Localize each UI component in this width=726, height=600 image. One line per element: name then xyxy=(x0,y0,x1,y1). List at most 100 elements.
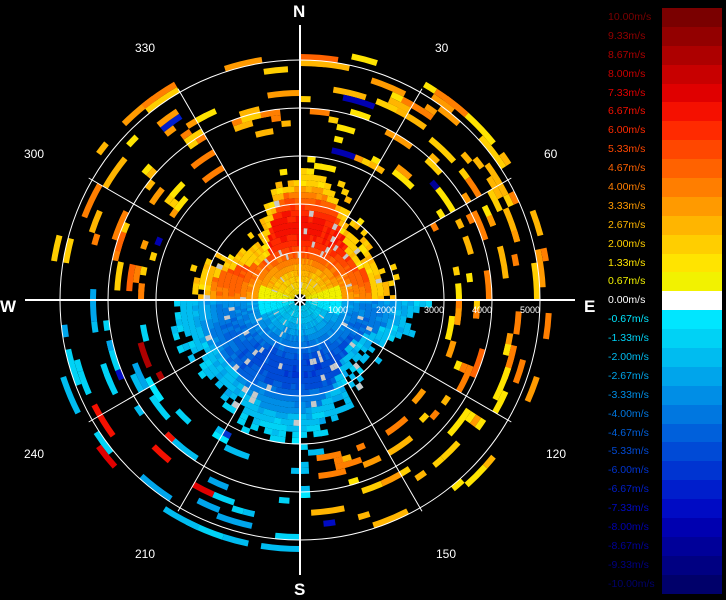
sparse-echo xyxy=(281,120,291,127)
velocity-bin xyxy=(296,288,299,295)
sparse-echo xyxy=(91,233,101,246)
velocity-bin xyxy=(293,270,297,277)
velocity-bin xyxy=(282,274,287,281)
sparse-echo xyxy=(487,189,503,213)
velocity-bin xyxy=(314,393,322,401)
velocity-bin xyxy=(279,317,285,324)
velocity-bin xyxy=(232,355,241,364)
velocity-bin xyxy=(353,335,361,343)
velocity-bin xyxy=(316,290,323,294)
noise-bin xyxy=(311,241,316,248)
velocity-bin xyxy=(294,289,298,295)
velocity-bin xyxy=(295,305,298,312)
velocity-bin xyxy=(217,315,225,322)
velocity-bin xyxy=(316,317,322,323)
velocity-bin xyxy=(241,338,249,346)
velocity-bin xyxy=(307,308,312,314)
velocity-bin xyxy=(191,332,200,341)
velocity-bin xyxy=(413,306,420,314)
velocity-bin xyxy=(287,222,293,229)
sparse-echo xyxy=(437,105,461,127)
noise-bin xyxy=(265,384,273,392)
sparse-echo xyxy=(63,237,74,264)
velocity-bin xyxy=(293,317,297,324)
noise-bin xyxy=(278,249,283,257)
velocity-bin xyxy=(345,239,353,247)
velocity-bin xyxy=(293,289,297,295)
velocity-bin xyxy=(250,355,258,364)
velocity-bin xyxy=(271,307,278,311)
velocity-bin xyxy=(264,402,272,411)
velocity-bin xyxy=(317,293,324,297)
velocity-bin xyxy=(310,291,317,295)
velocity-bin xyxy=(315,236,321,243)
velocity-bin xyxy=(223,283,230,289)
sparse-echo xyxy=(384,128,413,150)
sparse-echo xyxy=(96,141,109,156)
velocity-bin xyxy=(259,309,266,313)
velocity-bin xyxy=(278,277,284,283)
sparse-echo xyxy=(263,66,289,75)
velocity-bin xyxy=(365,288,372,294)
velocity-bin xyxy=(285,228,290,236)
velocity-bin xyxy=(267,312,274,317)
velocity-bin xyxy=(294,289,298,295)
velocity-bin xyxy=(266,273,273,279)
sparse-echo xyxy=(173,195,189,212)
velocity-bin xyxy=(340,188,350,197)
noise-bin xyxy=(251,349,259,356)
sparse-echo xyxy=(183,128,204,145)
velocity-bin xyxy=(227,375,236,384)
velocity-bin xyxy=(280,261,286,268)
velocity-bin xyxy=(305,310,310,316)
velocity-bin xyxy=(287,308,292,314)
velocity-bin xyxy=(247,283,255,288)
velocity-bin xyxy=(251,331,258,338)
velocity-bin xyxy=(387,314,395,321)
velocity-bin xyxy=(315,199,322,207)
velocity-bin xyxy=(246,343,254,351)
sparse-echo xyxy=(458,167,470,181)
velocity-bin xyxy=(305,353,310,360)
velocity-bin xyxy=(288,285,293,291)
velocity-bin xyxy=(275,405,284,413)
noise-bin xyxy=(291,284,295,290)
sparse-echo xyxy=(395,164,413,180)
velocity-bin xyxy=(341,370,349,379)
noise-bin xyxy=(279,276,285,283)
sparse-echo xyxy=(357,511,371,521)
velocity-bin xyxy=(304,216,310,223)
velocity-bin xyxy=(295,276,298,283)
velocity-bin xyxy=(300,227,305,235)
legend-label: 10.00m/s xyxy=(608,11,652,23)
velocity-bin xyxy=(327,248,333,255)
velocity-bin xyxy=(255,335,262,343)
velocity-bin xyxy=(292,252,296,259)
velocity-bin xyxy=(172,332,181,341)
velocity-bin xyxy=(328,408,338,417)
velocity-bin xyxy=(284,306,291,311)
legend-swatch xyxy=(662,423,722,443)
velocity-bin xyxy=(377,300,385,305)
azimuth-label-240: 240 xyxy=(24,447,45,461)
velocity-bin xyxy=(270,317,277,323)
velocity-bin xyxy=(308,383,315,390)
legend-row: 6.67m/s xyxy=(606,102,722,122)
velocity-bin xyxy=(383,304,390,310)
velocity-bin xyxy=(328,307,335,312)
velocity-bin xyxy=(311,281,317,287)
legend-label: -1.33m/s xyxy=(608,332,649,345)
velocity-bin xyxy=(329,304,336,308)
velocity-bin xyxy=(310,192,318,200)
velocity-bin xyxy=(265,329,272,336)
velocity-bin xyxy=(289,316,293,322)
velocity-bin xyxy=(297,282,299,289)
sparse-echo xyxy=(192,481,215,498)
velocity-bin xyxy=(336,319,343,325)
legend-swatch xyxy=(662,499,722,519)
velocity-bin xyxy=(304,204,311,211)
velocity-bin xyxy=(372,338,381,346)
range-label-2000: 2000 xyxy=(376,305,397,315)
sparse-echo xyxy=(385,415,409,436)
velocity-bin xyxy=(306,316,310,323)
